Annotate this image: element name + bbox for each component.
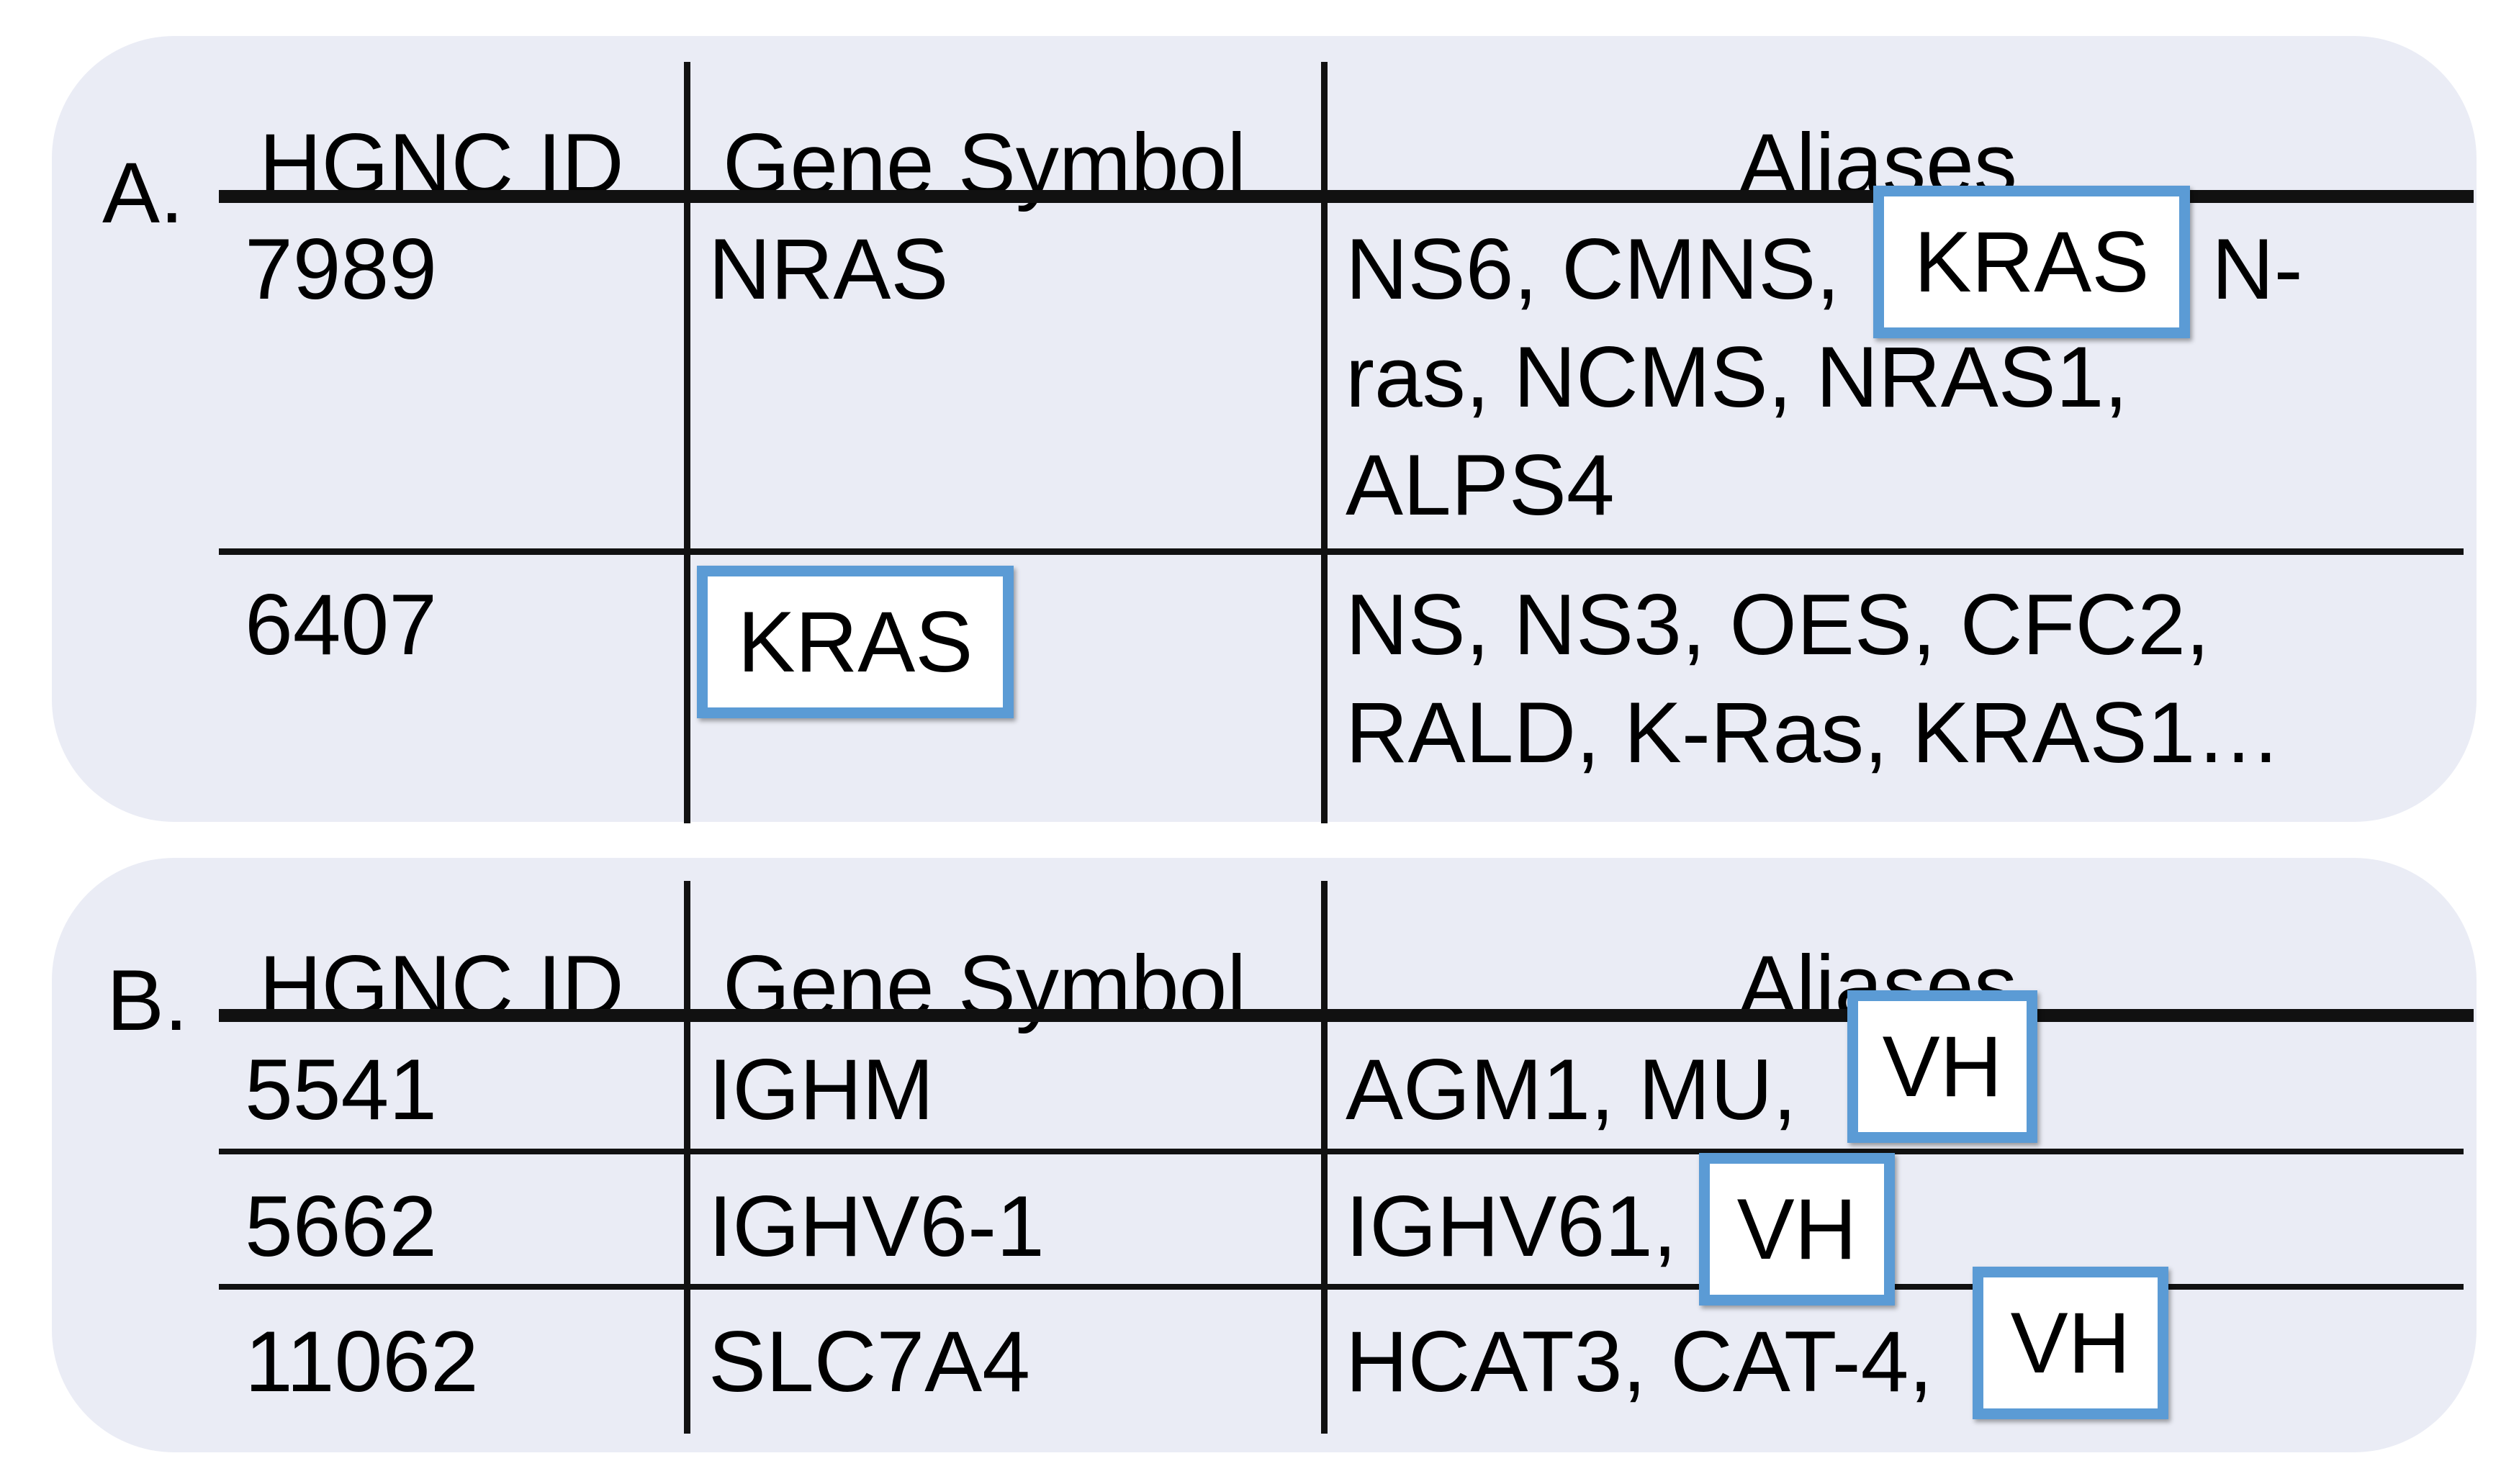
column-divider: [1321, 62, 1328, 823]
column-divider: [684, 881, 690, 1434]
highlight-box: VH: [1973, 1267, 2168, 1419]
table-cell-gene-symbol: NRAS: [708, 221, 949, 317]
highlight-box: KRAS: [697, 566, 1014, 718]
table-cell-gene-symbol: IGHV6-1: [708, 1178, 1045, 1275]
highlighted-alias: VH: [2010, 1295, 2131, 1391]
table-cell-hgnc-id: 5541: [245, 1041, 437, 1138]
table-cell-aliases: NS6, CMNS,: [1346, 221, 1840, 317]
table-cell-aliases: NS, NS3, OES, CFC2,: [1346, 576, 2210, 673]
highlight-box: KRAS: [1873, 186, 2190, 338]
highlight-box: VH: [1699, 1153, 1895, 1306]
table-cell-gene-symbol: IGHM: [708, 1041, 934, 1138]
table-cell-aliases: ALPS4: [1346, 437, 1615, 533]
table-cell-aliases: RALD, K-Ras, KRAS1…: [1346, 684, 2282, 781]
table-cell-hgnc-id: 7989: [245, 221, 437, 317]
table-cell-aliases: N-: [2212, 221, 2303, 317]
table-cell-gene-symbol: SLC7A4: [708, 1313, 1030, 1410]
row-divider: [219, 1149, 2464, 1154]
table-cell-hgnc-id: 6407: [245, 576, 437, 673]
table-cell-aliases: ras, NCMS, NRAS1,: [1346, 329, 2128, 425]
panel-label: A.: [102, 145, 184, 241]
panel-a: A. HGNC ID Gene Symbol Aliases 7989 NRAS…: [52, 36, 2477, 823]
table-cell-aliases: HCAT3, CAT-4,: [1346, 1313, 1933, 1410]
highlighted-gene-symbol: KRAS: [737, 594, 973, 690]
highlighted-alias: VH: [1736, 1181, 1857, 1277]
column-divider: [684, 62, 690, 823]
header-rule: [219, 1009, 2474, 1022]
row-divider: [219, 548, 2464, 555]
table-cell-aliases: AGM1, MU,: [1346, 1041, 1797, 1138]
panel-label: B.: [107, 952, 189, 1049]
table-cell-aliases: IGHV61,: [1346, 1178, 1677, 1275]
row-divider: [219, 1284, 2464, 1290]
highlighted-alias: KRAS: [1914, 214, 2150, 310]
highlight-box: VH: [1847, 990, 2037, 1143]
highlighted-alias: VH: [1882, 1018, 2003, 1115]
table-cell-hgnc-id: 5662: [245, 1178, 437, 1275]
column-divider: [1321, 881, 1328, 1434]
table-cell-hgnc-id: 11062: [245, 1313, 479, 1410]
panel-b: B. HGNC ID Gene Symbol Aliases 5541 IGHM…: [52, 858, 2477, 1452]
